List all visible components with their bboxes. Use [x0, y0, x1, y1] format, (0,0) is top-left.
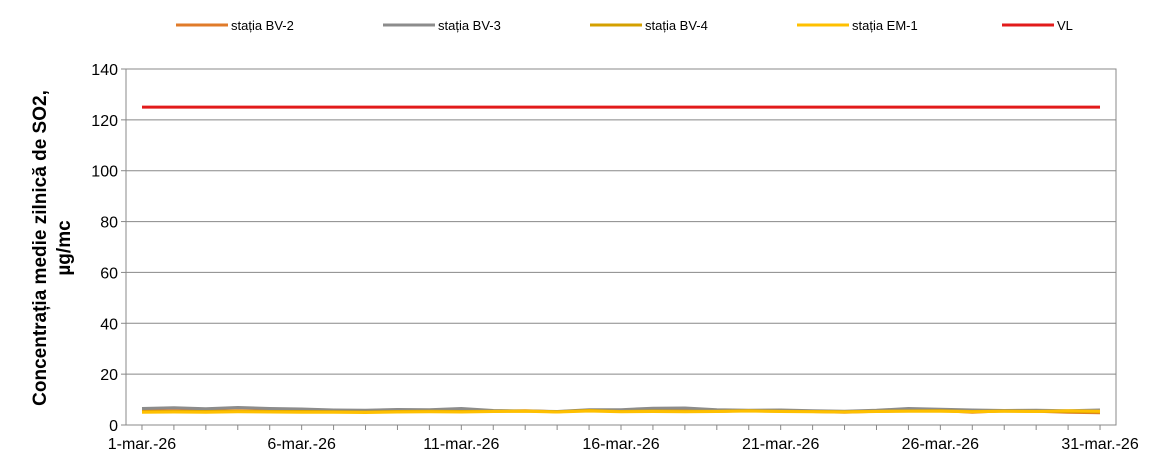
y-tick-label: 80	[100, 215, 118, 232]
y-tick-label: 120	[91, 113, 118, 130]
series-line-3	[141, 409, 1101, 414]
x-tick-label: 1-mar.-26	[108, 436, 177, 453]
y-tick-label: 140	[91, 62, 118, 79]
x-tick-label: 21-mar.-26	[742, 436, 819, 453]
y-axis-label: Concentrația medie zilnică de SO2, µg/mc	[30, 90, 75, 406]
x-tick-label: 16-mar.-26	[582, 436, 659, 453]
y-tick-label: 0	[109, 418, 118, 435]
legend-label-1: stația BV-3	[438, 18, 501, 33]
legend: stația BV-2 stația BV-3 stația BV-4 stația …	[176, 18, 1073, 33]
y-tick-label: 20	[100, 367, 118, 384]
y-tick-label: 40	[100, 316, 118, 333]
plot-area	[125, 68, 1117, 426]
x-axis: 1-mar.-26 6-mar.-26 11-mar.-26 16-mar.-26 21…	[108, 425, 1139, 453]
series-lines	[141, 105, 1101, 415]
legend-label-4: VL	[1057, 18, 1073, 33]
x-tick-label: 26-mar.-26	[902, 436, 979, 453]
series-line-1	[141, 406, 1101, 413]
x-tick-label: 11-mar.-26	[423, 436, 499, 453]
y-axis: 0 20 40 60 80 100 120 140	[91, 62, 126, 435]
y-axis-label-line2: µg/mc	[54, 220, 75, 276]
legend-label-0: stația BV-2	[231, 18, 294, 33]
legend-label-3: stația EM-1	[852, 18, 918, 33]
x-tick-label: 6-mar.-26	[267, 436, 336, 453]
legend-label-2: stația BV-4	[645, 18, 708, 33]
y-tick-label: 100	[91, 164, 118, 181]
x-tick-label: 31-mar.-26	[1061, 436, 1138, 453]
y-axis-label-line1: Concentrația medie zilnică de SO2,	[30, 90, 51, 406]
y-tick-label: 60	[100, 265, 118, 282]
gridlines	[126, 119, 1116, 375]
